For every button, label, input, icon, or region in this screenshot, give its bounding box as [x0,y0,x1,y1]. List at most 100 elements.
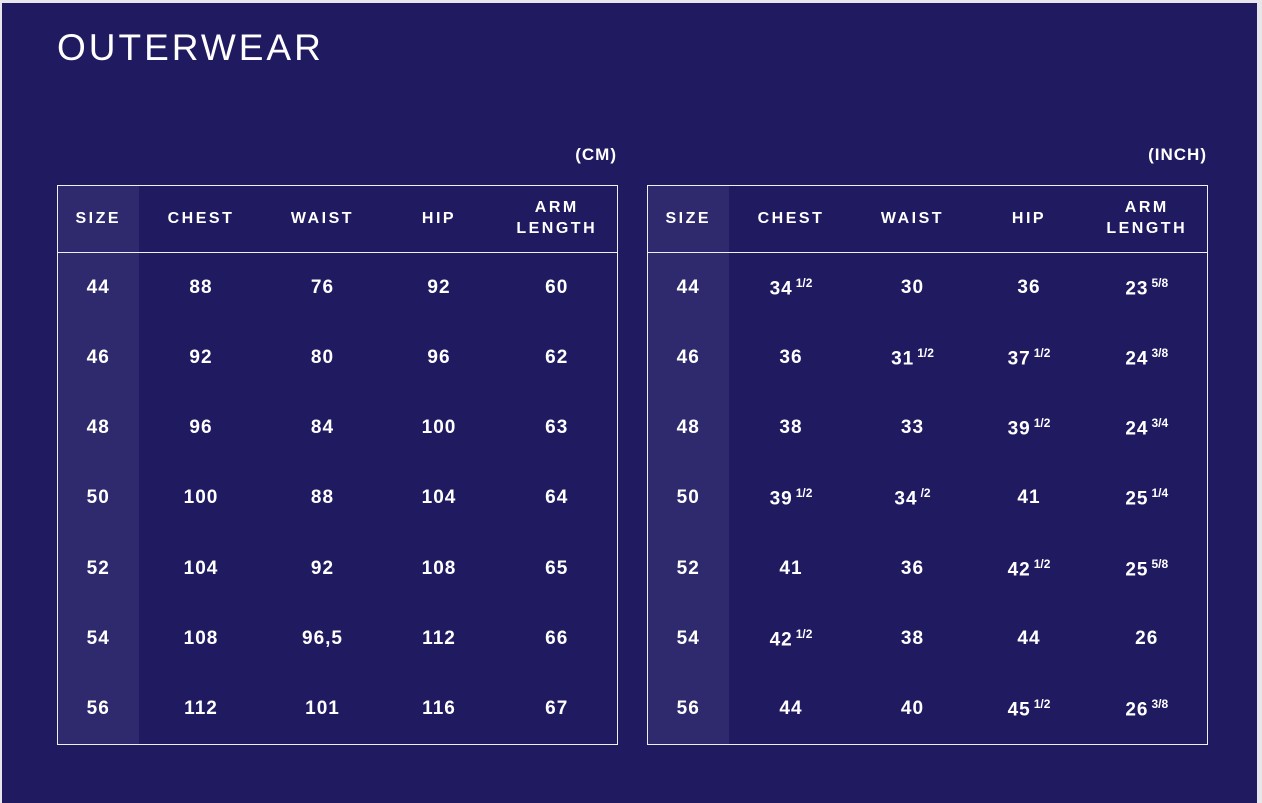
cell-waist: 92 [310,557,335,579]
fraction-value: 1/2 [1033,556,1051,571]
fraction-value: 1/2 [917,345,934,360]
cell-size: 44 [647,252,729,323]
cell-hip: 116 [422,698,456,720]
fraction-value: 1/2 [795,626,813,641]
cell-waist: 80 [310,346,335,368]
fraction-value: 1/2 [1033,416,1051,431]
table-row: 54 108 96,5 112 66 [57,603,618,675]
cell-size: 48 [57,393,139,464]
table-row: 54 42 1/2 38 44 26 [647,603,1208,675]
cell-chest: 42 1/2 [769,626,813,651]
cell-size: 44 [57,252,139,323]
cell-arm-length: 26 3/8 [1125,696,1169,721]
cell-hip: 100 [421,417,457,439]
page-title: OUTERWEAR [57,27,324,68]
fraction-value: 3/8 [1151,696,1169,711]
cell-hip: 104 [421,487,457,509]
column-header-size-label: SIZE [75,209,122,227]
cell-size: 46 [647,322,729,394]
cell-size: 52 [57,533,139,604]
header-row: SIZE CHEST WAIST HIP ARM LENGTH [647,185,1208,253]
fraction-value: 5/8 [1151,275,1169,290]
fraction-value: 3/8 [1151,345,1169,360]
table-row: 56 112 101 116 67 [57,674,618,745]
cell-arm-length: 64 [545,487,569,509]
cell-chest: 100 [183,487,219,509]
table-row: 50 100 88 104 64 [57,463,618,534]
table-row: 52 41 36 42 1/2 25 5/8 [647,533,1208,604]
cell-arm-length: 60 [545,276,569,298]
table-row: 44 88 76 92 60 [57,252,618,323]
table-row: 48 96 84 100 63 [57,393,618,464]
fraction-value: 1/2 [1033,696,1051,711]
inch-size-table-section: (INCH) SIZE CHEST WAIST HIP ARM LENGTH 4… [647,145,1208,745]
cell-waist: 101 [305,698,340,720]
page-background: OUTERWEAR (CM) SIZE CHEST WAIST HIP ARM … [2,3,1257,803]
cell-arm-length: 67 [545,698,569,720]
column-header-chest: CHEST [139,186,264,253]
cell-waist: 88 [310,487,335,509]
table-row: 48 38 33 39 1/2 24 3/4 [647,393,1208,464]
column-header-arm-length: ARM LENGTH [497,186,618,253]
column-header-hip: HIP [972,186,1087,253]
cell-arm-length: 25 5/8 [1125,556,1169,580]
cell-arm-length: 62 [545,346,569,368]
column-header-hip-label: HIP [421,209,457,227]
column-header-chest-label: CHEST [757,209,825,227]
column-header-waist-label: WAIST [880,209,945,227]
cell-arm-length: 63 [545,417,569,439]
column-header-waist: WAIST [854,186,972,253]
cell-chest: 44 [779,698,803,720]
cell-chest: 38 [779,417,803,439]
cell-hip: 45 1/2 [1007,696,1051,721]
cell-arm-length: 65 [545,557,569,579]
column-header-arm-length: ARM LENGTH [1087,186,1208,253]
column-header-size: SIZE [647,185,729,253]
unit-label-cm: (CM) [575,145,617,164]
cell-chest: 39 1/2 [769,486,813,510]
cell-hip: 96 [427,346,451,368]
column-header-arm-length-label: ARM LENGTH [1106,199,1188,237]
fraction-value: 1/2 [795,275,813,290]
table-row: 50 39 1/2 34/2 41 25 1/4 [647,463,1208,534]
cell-waist: 38 [900,628,925,650]
cell-chest: 112 [184,698,218,720]
cell-size: 48 [647,393,729,464]
cell-size: 54 [57,603,139,675]
cell-chest: 92 [189,346,213,368]
cell-arm-length: 25 1/4 [1125,486,1169,510]
cm-size-table: SIZE CHEST WAIST HIP ARM LENGTH 44 88 76… [57,185,618,745]
cell-hip: 39 1/2 [1007,416,1051,440]
cell-chest: 36 [779,346,803,368]
cell-chest: 88 [189,276,213,298]
fraction-value: 1/2 [1033,345,1051,360]
cell-size: 54 [647,603,729,675]
column-header-arm-length-label: ARM LENGTH [516,199,598,237]
fraction-value: 1/4 [1151,486,1169,501]
cell-chest: 96 [189,417,213,439]
cell-hip: 92 [427,276,451,298]
column-header-chest-label: CHEST [167,209,235,227]
cell-waist: 40 [900,698,925,720]
cell-hip: 37 1/2 [1007,345,1051,370]
table-row: 44 34 1/2 30 36 23 5/8 [647,252,1208,323]
inch-size-table: SIZE CHEST WAIST HIP ARM LENGTH 44 34 1/2… [647,185,1208,745]
cell-size: 52 [647,533,729,604]
cell-chest: 41 [779,557,803,579]
unit-label-inch: (INCH) [1148,145,1207,164]
cell-waist: 31 1/2 [891,345,934,370]
fraction-value: 3/4 [1151,416,1169,431]
cell-waist: 96,5 [302,628,343,650]
column-header-size: SIZE [57,185,139,253]
table-row: 56 44 40 45 1/2 26 3/8 [647,674,1208,745]
cell-size: 56 [647,674,729,745]
table-row: 46 36 31 1/2 37 1/2 24 3/8 [647,322,1208,394]
cell-waist: 76 [310,276,335,298]
cell-size: 50 [647,463,729,534]
column-header-waist: WAIST [264,186,382,253]
cell-arm-length: 24 3/8 [1125,345,1169,370]
column-header-hip-label: HIP [1011,209,1047,227]
cell-hip: 36 [1017,276,1041,298]
table-row: 46 92 80 96 62 [57,322,618,394]
cell-waist: 33 [900,417,925,439]
